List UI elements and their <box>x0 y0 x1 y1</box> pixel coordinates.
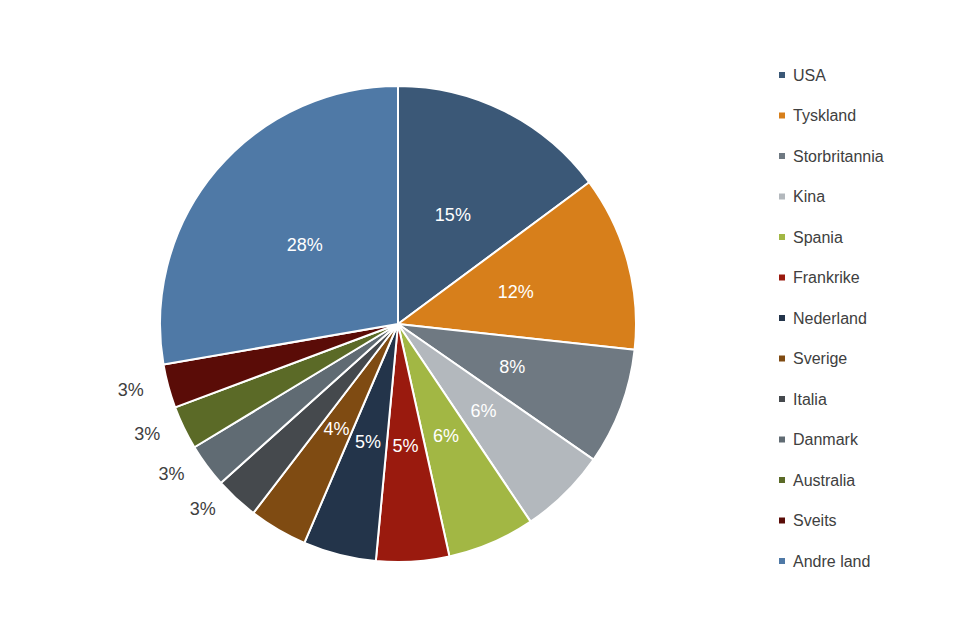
svg-text:6%: 6% <box>433 426 459 446</box>
svg-text:28%: 28% <box>287 235 323 255</box>
svg-text:Danmark: Danmark <box>793 431 859 448</box>
svg-text:3%: 3% <box>159 464 185 484</box>
svg-text:Storbritannia: Storbritannia <box>793 148 884 165</box>
svg-text:5%: 5% <box>393 436 419 456</box>
svg-text:4%: 4% <box>323 419 349 439</box>
svg-text:Andre land: Andre land <box>793 553 870 570</box>
svg-text:8%: 8% <box>499 357 525 377</box>
svg-text:Italia: Italia <box>793 391 827 408</box>
svg-text:USA: USA <box>793 67 826 84</box>
svg-text:3%: 3% <box>118 380 144 400</box>
svg-text:Tyskland: Tyskland <box>793 107 856 124</box>
svg-text:Kina: Kina <box>793 188 825 205</box>
svg-text:3%: 3% <box>134 424 160 444</box>
svg-text:6%: 6% <box>471 401 497 421</box>
svg-text:Nederland: Nederland <box>793 310 867 327</box>
svg-text:Spania: Spania <box>793 229 843 246</box>
svg-text:Sveits: Sveits <box>793 512 837 529</box>
svg-text:5%: 5% <box>355 432 381 452</box>
svg-text:3%: 3% <box>190 499 216 519</box>
svg-text:15%: 15% <box>435 205 471 225</box>
svg-text:Australia: Australia <box>793 472 855 489</box>
svg-text:Frankrike: Frankrike <box>793 269 860 286</box>
svg-text:12%: 12% <box>498 282 534 302</box>
svg-text:Sverige: Sverige <box>793 350 847 367</box>
